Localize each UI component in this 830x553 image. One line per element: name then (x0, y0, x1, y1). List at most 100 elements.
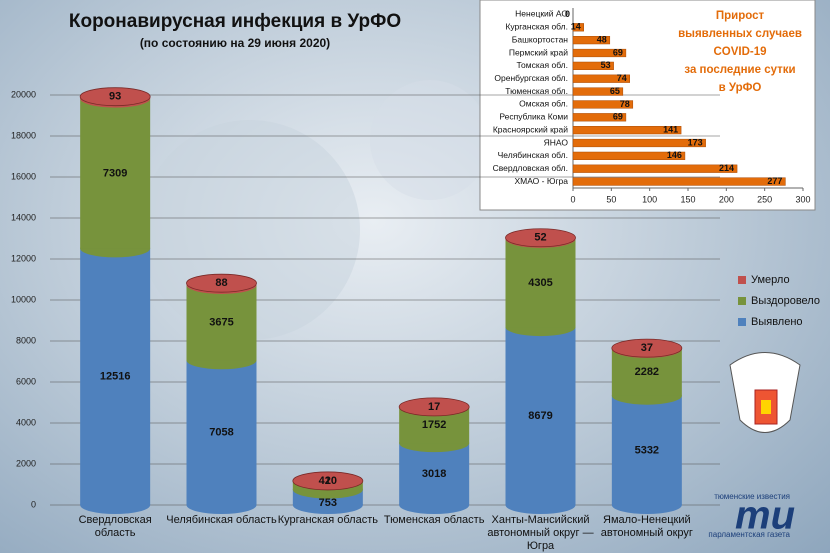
logo-top: тюменские известия (714, 492, 790, 501)
x-tick-label: Ханты-Мансийский автономный округ — Югра (487, 514, 594, 552)
value-label: 1752 (422, 419, 446, 431)
value-label: 12516 (100, 371, 131, 383)
y-tick-label: 10000 (11, 294, 36, 304)
value-label: 74 (617, 73, 627, 83)
y-tick-label: 2000 (16, 458, 36, 468)
bar (572, 74, 630, 83)
y-tick-label: Курганская обл. (505, 22, 568, 32)
y-tick-label: Свердловская обл. (493, 163, 568, 173)
y-tick-label: 8000 (16, 335, 36, 345)
bar (572, 87, 624, 96)
x-tick-label: Ямало-Ненецкий автономный округ (600, 514, 693, 539)
bar (572, 36, 611, 45)
legend-swatch (738, 318, 746, 326)
logo-bottom: парламентская газета (708, 530, 790, 539)
value-label: 52 (534, 232, 546, 244)
y-tick-label: Омская обл. (519, 99, 568, 109)
chart-title: за последние сутки (684, 64, 795, 76)
legend-label: Выявлено (751, 316, 803, 328)
y-tick-label: Башкортостан (512, 34, 569, 44)
bar (572, 138, 706, 148)
bar-segment (505, 238, 576, 328)
bar (572, 113, 627, 122)
bar-segment (186, 360, 257, 505)
value-label: 146 (667, 150, 682, 160)
value-label: 69 (613, 47, 623, 57)
bar-segment (80, 248, 151, 505)
value-label: 48 (597, 35, 607, 45)
y-tick-label: Республика Коми (499, 112, 568, 122)
value-label: 37 (641, 342, 653, 354)
value-label: 7058 (209, 427, 233, 439)
y-tick-label: 0 (31, 499, 36, 509)
y-tick-label: 4000 (16, 417, 36, 427)
legend-swatch (738, 297, 746, 305)
value-label: 7309 (103, 167, 127, 179)
y-tick-label: Тюменская обл. (505, 86, 568, 96)
x-tick-label: Свердловская область (78, 514, 152, 539)
bar-segment (505, 327, 576, 505)
value-label: 3018 (422, 468, 446, 480)
y-tick-label: Пермский край (509, 47, 568, 57)
cylinder-top (611, 338, 683, 358)
x-tick-label: 150 (680, 194, 695, 204)
value-label: 78 (620, 99, 630, 109)
value-label: 5332 (635, 444, 659, 456)
value-label: 141 (663, 125, 678, 135)
value-label: 93 (109, 91, 121, 103)
x-tick-label: Курганская область (277, 514, 378, 526)
bar (572, 61, 614, 70)
cylinder-top (79, 87, 151, 107)
value-label: 753 (319, 497, 337, 509)
emblem (729, 352, 801, 433)
inset-panel (479, 0, 816, 211)
cylinder-top (292, 471, 364, 491)
value-label: 0 (565, 9, 570, 19)
value-label: 8679 (528, 410, 552, 422)
y-tick-label: 16000 (11, 171, 36, 181)
chart-title: выявленных случаев (678, 28, 802, 40)
bar (572, 100, 634, 109)
y-tick-label: ХМАО - Югра (514, 176, 568, 186)
chart-title: COVID-19 (713, 46, 766, 58)
legend-label: Выздоровело (751, 295, 820, 307)
value-label: 173 (688, 137, 703, 147)
legend-label: Умерло (751, 274, 790, 286)
y-tick-label: 12000 (11, 253, 36, 263)
y-tick-label: ЯНАО (544, 137, 569, 147)
bar (572, 151, 686, 160)
x-tick-label: 50 (606, 194, 616, 204)
chart-title: в УрФО (719, 82, 762, 94)
bar (572, 164, 738, 173)
value-label: 2282 (635, 366, 659, 378)
cylinder-top (186, 273, 257, 293)
value-label: 69 (613, 112, 623, 122)
y-tick-label: 20000 (11, 89, 36, 99)
value-label: 420 (319, 475, 337, 487)
chart-title: Прирост (716, 10, 765, 22)
bar (572, 23, 584, 32)
value-label: 277 (767, 176, 782, 186)
y-tick-label: Томская обл. (517, 60, 568, 70)
bar (572, 177, 786, 186)
value-label: 14 (571, 22, 581, 32)
y-tick-label: 18000 (11, 130, 36, 140)
x-tick-label: Тюменская область (383, 514, 485, 526)
value-label: 214 (719, 163, 734, 173)
y-tick-label: 6000 (16, 376, 36, 386)
bar-segment (399, 443, 470, 505)
cylinder-top (398, 397, 470, 417)
x-tick-label: Челябинская область (166, 514, 277, 526)
y-tick-label: Оренбургская обл. (494, 73, 568, 83)
chart-subtitle: (по состоянию на 29 июня 2020) (140, 36, 330, 50)
bar (572, 126, 682, 135)
y-tick-label: 14000 (11, 212, 36, 222)
chart-title: Коронавирусная инфекция в УрФО (69, 11, 401, 32)
y-tick-label: Красноярский край (493, 124, 568, 134)
bar-segment (611, 395, 682, 505)
bar-segment (186, 284, 257, 361)
legend-swatch (738, 276, 746, 284)
value-label: 65 (610, 86, 620, 96)
